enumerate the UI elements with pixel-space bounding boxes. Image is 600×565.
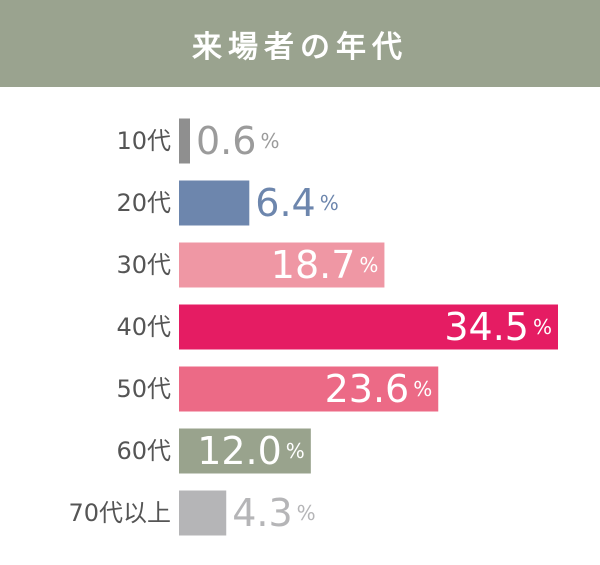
- category-label: 20代: [116, 189, 171, 217]
- data-label-value: 34.5: [444, 305, 529, 349]
- data-label: 12.0%: [197, 429, 305, 473]
- category-label: 30代: [116, 251, 171, 279]
- category-label: 60代: [116, 437, 171, 465]
- category-label: 40代: [116, 313, 171, 341]
- bar-chart: 10代 0.6 % 20代 6.4 % 30代 18.7 % 40代 34.5 % 50代 23.6 % 60…: [68, 118, 558, 536]
- data-label: 18.7%: [271, 243, 379, 287]
- data-label: 6.4%: [255, 181, 338, 225]
- chart-title: 来場者の年代: [192, 29, 408, 65]
- data-label-unit: %: [320, 191, 339, 215]
- data-label-unit: %: [413, 377, 432, 401]
- chart-header: 来場者の年代: [0, 0, 600, 87]
- data-label-value: 12.0: [197, 429, 282, 473]
- data-label-unit: %: [297, 501, 316, 525]
- bar: [179, 366, 439, 412]
- bar: [179, 118, 190, 164]
- bar: [179, 242, 385, 288]
- bar: [179, 428, 311, 474]
- data-label-unit: %: [533, 315, 552, 339]
- data-label-unit: %: [260, 129, 279, 153]
- category-label: 10代: [116, 127, 171, 155]
- category-label: 70代以上: [68, 499, 171, 527]
- bar: [179, 490, 227, 536]
- data-label-unit: %: [359, 253, 378, 277]
- data-label-value: 4.3: [232, 491, 292, 535]
- data-label-unit: %: [286, 439, 305, 463]
- data-label-value: 18.7: [271, 243, 356, 287]
- data-label-value: 23.6: [325, 367, 410, 411]
- bar: [179, 180, 250, 226]
- data-label: 23.6%: [325, 367, 433, 411]
- data-label-value: 6.4: [255, 181, 315, 225]
- bar: [179, 304, 558, 350]
- data-label: 0.6%: [196, 119, 279, 163]
- data-label-value: 0.6: [196, 119, 256, 163]
- data-label: 4.3%: [232, 491, 315, 535]
- data-label: 34.5%: [444, 305, 552, 349]
- category-label: 50代: [116, 375, 171, 403]
